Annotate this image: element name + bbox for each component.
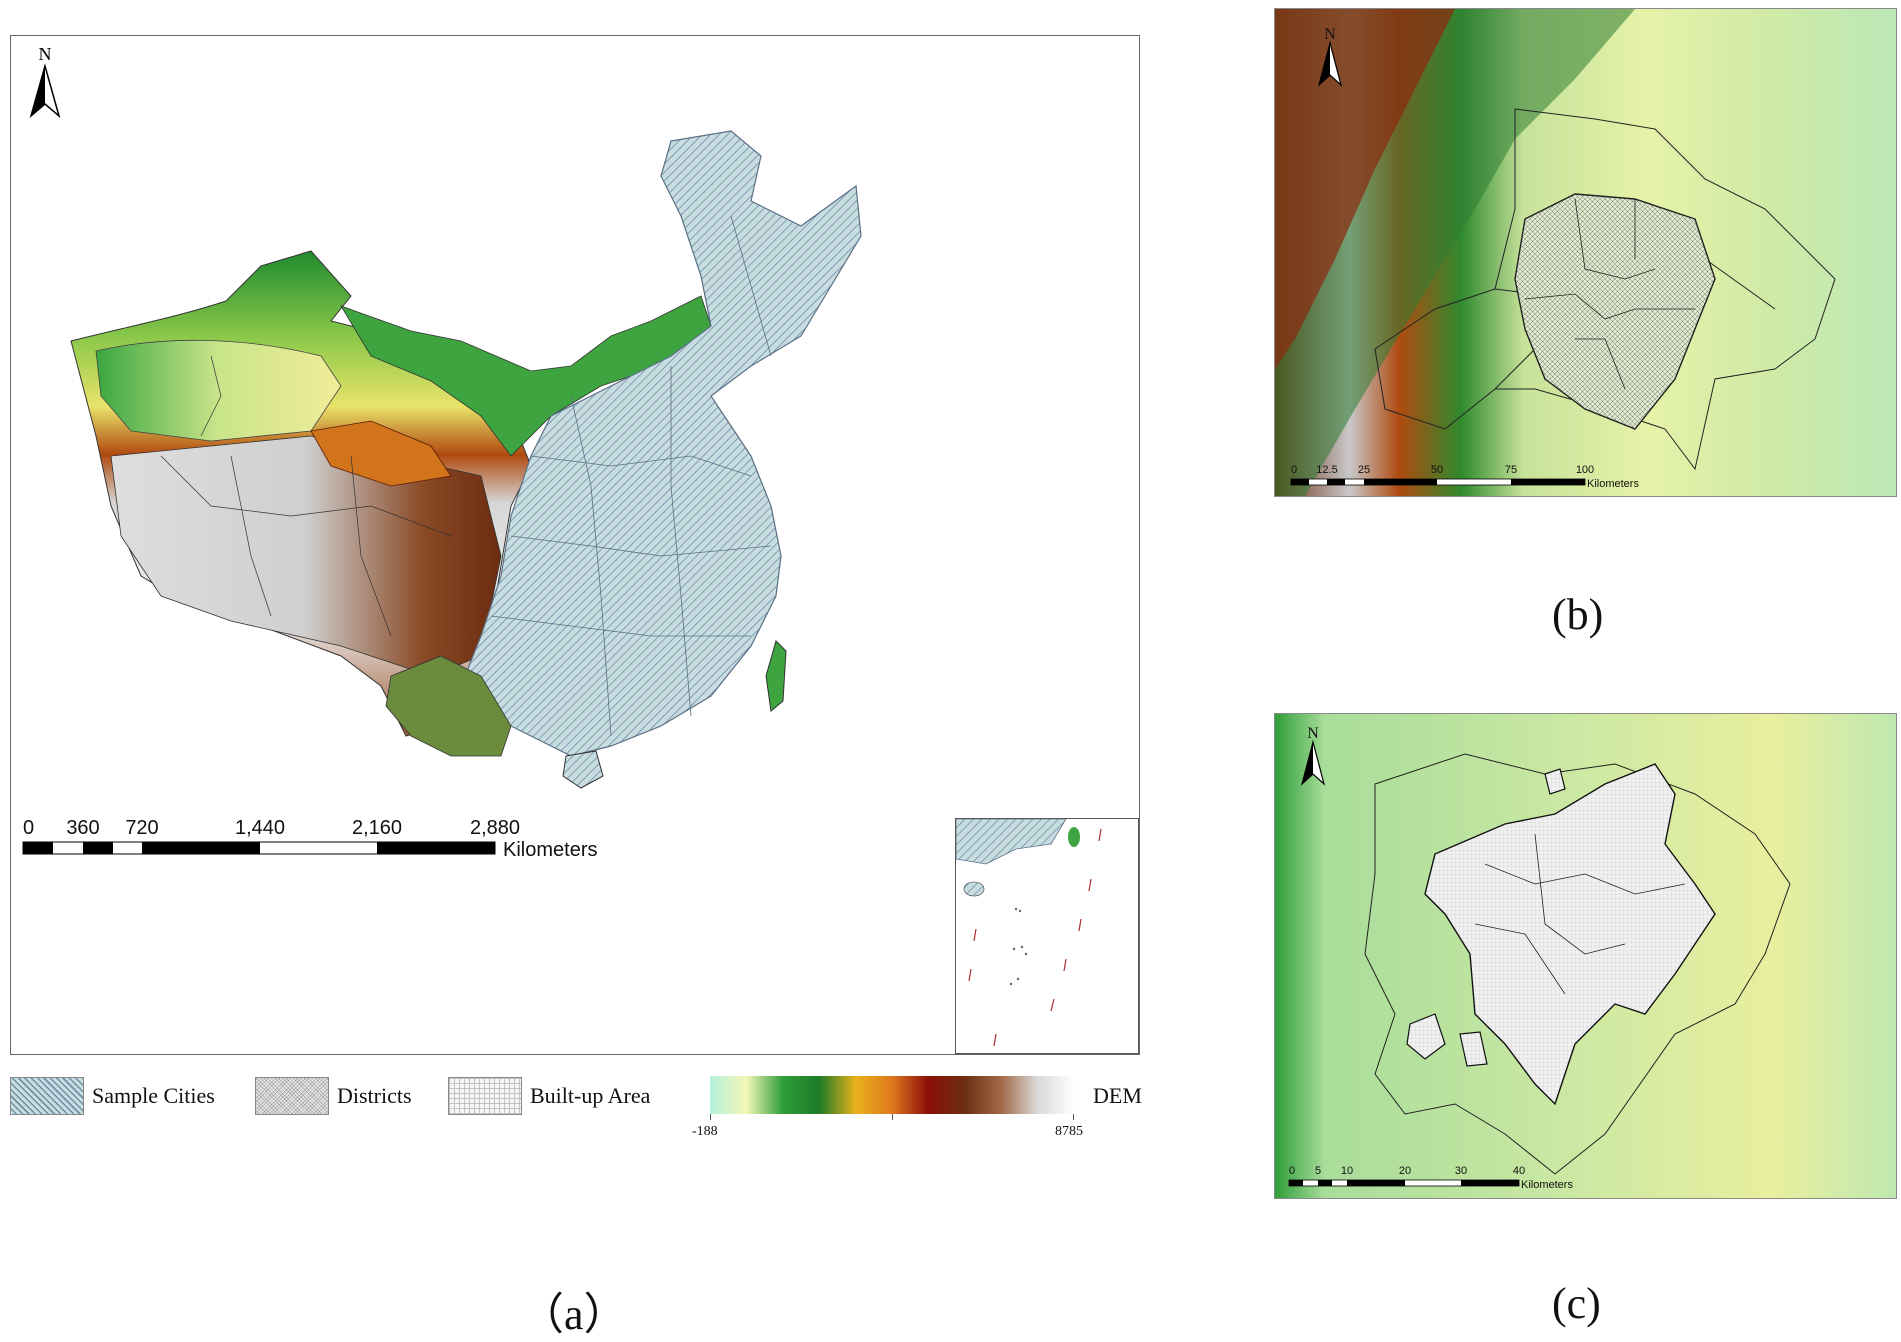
built-up-patch-3 [1544,768,1566,795]
high-peaks-b [1275,9,1455,369]
legend-swatch-districts [255,1077,329,1115]
scale-bar-c [1288,1179,1520,1187]
legend-swatch-built-up [448,1077,522,1115]
dem-min-tick [710,1114,711,1120]
legend-label-built-up: Built-up Area [530,1083,651,1108]
north-arrow-b: N [1317,26,1343,87]
built-up-patch-2 [1459,1031,1488,1067]
dem-mid-tick [892,1114,893,1120]
legend-label-sample-cities: Sample Cities [92,1083,215,1108]
panel-a-national-map: N 0 360 720 1,440 2,160 2,880 Kilometers [10,35,1140,1055]
south-china-sea-inset [955,818,1139,1054]
hainan-island [562,750,604,789]
scale-c-unit: Kilometers [1521,1179,1573,1191]
built-up-patch-1 [1406,1013,1446,1060]
scale-b-unit: Kilometers [1587,478,1639,490]
scale-c-tick-3: 20 [1399,1165,1411,1177]
scale-b-tick-5: 100 [1576,464,1594,476]
city-boundary-c [1364,753,1791,1175]
dem-min-label: -188 [692,1124,718,1139]
legend-swatch-sample-cities [10,1077,84,1115]
sample-cities-east [460,130,862,757]
scale-b-tick-1: 12.5 [1316,464,1337,476]
legend-districts: Districts [255,1076,412,1116]
scale-b-tick-4: 75 [1505,464,1517,476]
scale-a-tick-5: 2,880 [470,817,520,839]
scale-b-tick-0: 0 [1291,464,1297,476]
scale-a-tick-3: 1,440 [235,817,285,839]
dem-max-tick [1073,1114,1074,1120]
scale-c-tick-1: 5 [1315,1165,1321,1177]
dem-max-label: 8785 [1055,1124,1083,1139]
panel-c-built-up-map: N 0 5 10 20 30 40 Kilometers [1274,713,1897,1199]
scale-a-tick-2: 720 [125,817,158,839]
scale-a-unit: Kilometers [503,839,597,861]
caption-a: （a） [520,1290,628,1339]
scale-b-tick-3: 50 [1431,464,1443,476]
caption-b: (b) [1552,590,1604,639]
scale-bar-b [1290,478,1586,486]
scale-c-tick-5: 40 [1513,1165,1525,1177]
legend-label-districts: Districts [337,1083,412,1108]
scale-c-tick-4: 30 [1455,1165,1467,1177]
scale-c-tick-0: 0 [1289,1165,1295,1177]
svg-text:N: N [1324,26,1336,43]
scale-a-tick-0: 0 [23,817,34,839]
panel-b-city-region-map: N 0 12.5 25 50 75 100 Kilometers [1274,8,1897,497]
scale-a-tick-4: 2,160 [352,817,402,839]
scale-b-tick-2: 25 [1358,464,1370,476]
boundary-lines [490,215,772,737]
tarim-basin [95,339,342,442]
dem-color-ramp [710,1076,1074,1114]
scale-bar-a [22,841,496,855]
svg-text:N: N [1307,725,1319,742]
china-map: N 0 360 720 1,440 2,160 2,880 Kilometers [22,44,862,861]
district-boundaries-c [1474,833,1686,995]
svg-text:N: N [39,44,52,64]
taiwan-island [765,640,787,712]
caption-c: (c) [1552,1279,1601,1328]
south-terrain [385,655,512,757]
scale-c-tick-2: 10 [1341,1165,1353,1177]
qaidam-region [310,420,452,487]
district-boundaries-b [1524,198,1695,390]
north-arrow-a: N [29,44,61,119]
built-up-area-c [1424,763,1716,1106]
legend-built-up-area: Built-up Area [448,1076,650,1116]
scale-a-tick-1: 360 [66,817,99,839]
dem-label: DEM [1093,1083,1142,1108]
terrain-boundaries [160,355,452,637]
legend-sample-cities: Sample Cities [10,1076,215,1116]
north-arrow-c: N [1300,725,1326,786]
